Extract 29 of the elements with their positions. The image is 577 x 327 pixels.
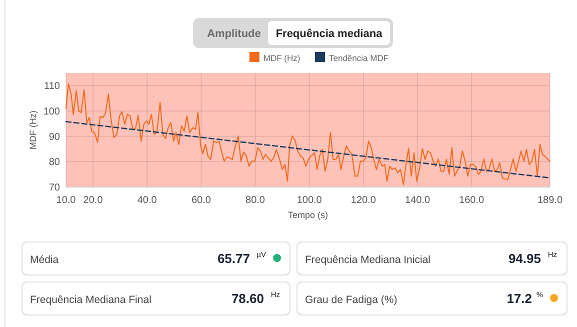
y-tick-label: 90 <box>48 132 60 143</box>
text: Frequência mediana <box>276 28 384 40</box>
text: Grau de Fadiga (%) <box>305 294 398 306</box>
text: Frequência Mediana Final <box>30 294 152 306</box>
text: 78.60 <box>231 291 264 306</box>
y-tick-label: 100 <box>43 106 60 118</box>
x-tick-label: 10.0 <box>56 195 76 206</box>
text: Amplitude <box>207 28 261 40</box>
x-tick-label: 40.0 <box>137 195 158 206</box>
text: Frequência Mediana Inicial <box>305 254 430 266</box>
x-tick-label: 100.0 <box>296 195 322 206</box>
y-tick-label: 80 <box>48 157 60 168</box>
y-axis-title: MDF (Hz) <box>28 110 38 150</box>
text: 65.77 <box>217 251 250 266</box>
x-tick-label: 160.0 <box>459 195 485 206</box>
text: 94.95 <box>508 251 541 266</box>
y-tick-label: 110 <box>44 81 60 92</box>
x-tick-label: 189.0 <box>537 195 563 206</box>
x-tick-label: 20.0 <box>83 195 104 206</box>
x-tick-label: 80.0 <box>246 195 266 206</box>
x-axis-title: Tempo (s) <box>288 210 328 220</box>
text: 17.2 <box>506 291 532 306</box>
legend-label: Tendência MDF <box>329 53 389 63</box>
x-tick-label: 60.0 <box>191 195 212 206</box>
x-tick-label: 120.0 <box>350 195 376 206</box>
text: Média <box>30 254 59 266</box>
x-tick-label: 140.0 <box>404 195 430 206</box>
legend-label: MDF (Hz) <box>263 53 300 63</box>
y-tick-label: 70 <box>48 182 60 194</box>
